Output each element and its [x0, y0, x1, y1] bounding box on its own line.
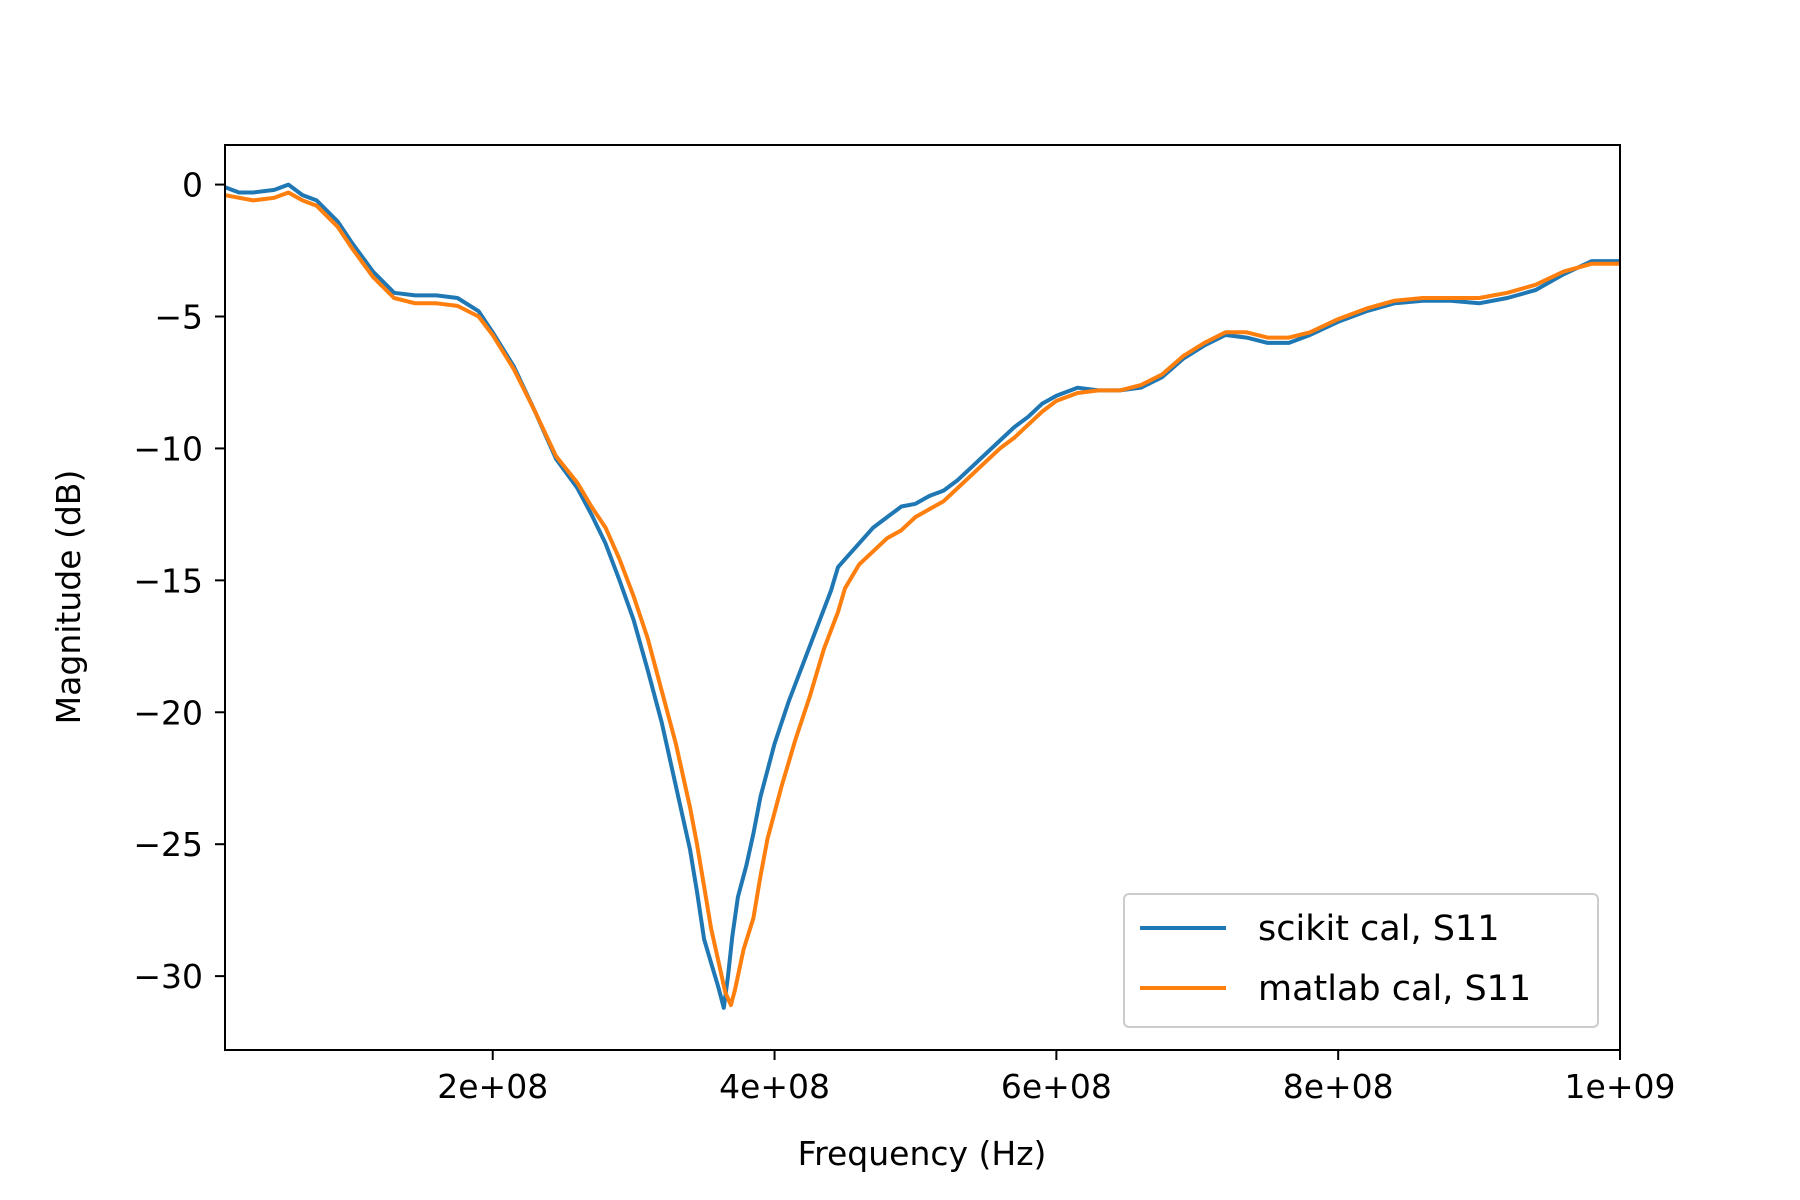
y-axis-title: Magnitude (dB) — [49, 470, 88, 725]
x-axis-title: Frequency (Hz) — [798, 1134, 1047, 1173]
y-axis-ticks: 0 −5 −10 −15 −20 −25 −30 — [133, 166, 225, 996]
x-tick-label: 6e+08 — [1001, 1067, 1112, 1106]
y-tick-label: −10 — [133, 429, 203, 468]
y-tick-label: −5 — [154, 298, 203, 337]
y-tick-label: −20 — [133, 693, 203, 732]
legend-label-scikit: scikit cal, S11 — [1258, 909, 1499, 949]
x-tick-label: 2e+08 — [437, 1067, 548, 1106]
legend-box — [1123, 893, 1599, 1028]
series-layer — [224, 182, 1620, 1010]
x-tick-label: 8e+08 — [1283, 1067, 1394, 1106]
x-tick-label: 1e+09 — [1565, 1067, 1676, 1106]
x-axis-ticks: 2e+08 4e+08 6e+08 8e+08 1e+09 — [437, 1050, 1675, 1106]
series-line-matlab — [224, 190, 1620, 1008]
y-tick-label: 0 — [182, 166, 203, 205]
legend: scikit cal, S11 matlab cal, S11 — [1123, 893, 1599, 1028]
y-tick-label: −15 — [133, 561, 203, 600]
y-tick-label: −30 — [133, 957, 203, 996]
y-tick-label: −25 — [133, 825, 203, 864]
series-line-scikit — [224, 182, 1620, 1010]
legend-label-matlab: matlab cal, S11 — [1258, 969, 1531, 1009]
plot-frame — [224, 144, 1621, 1051]
x-tick-label: 4e+08 — [719, 1067, 830, 1106]
